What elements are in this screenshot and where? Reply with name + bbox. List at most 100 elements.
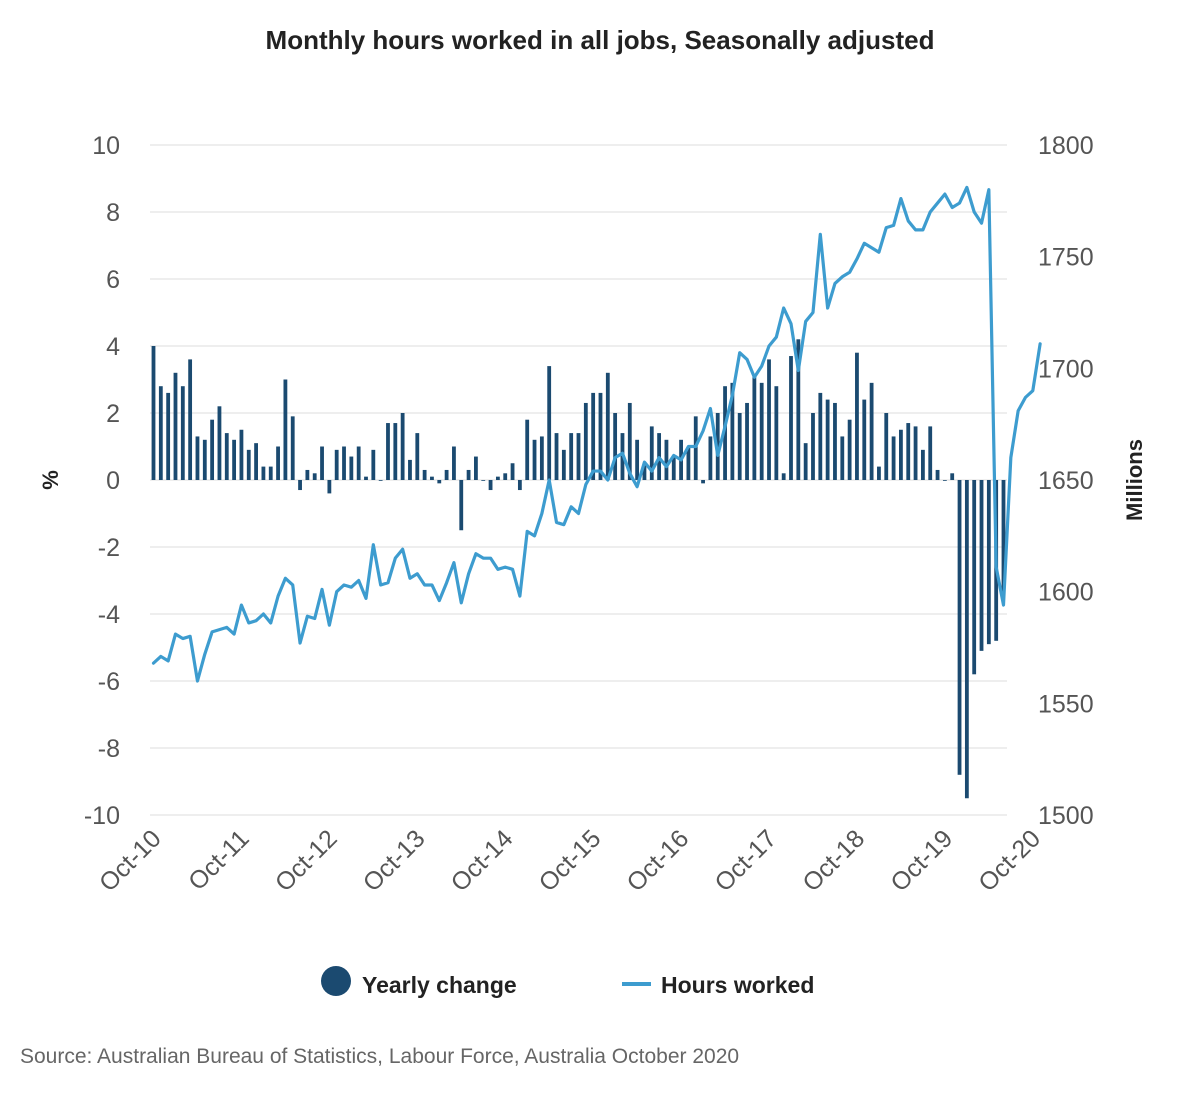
bar bbox=[635, 439, 640, 480]
bar bbox=[415, 433, 420, 480]
bar bbox=[400, 413, 405, 480]
bar bbox=[833, 402, 837, 480]
legend[interactable]: Yearly change Hours worked bbox=[321, 966, 814, 998]
x-tick-label: Oct-17 bbox=[709, 824, 782, 897]
bar bbox=[811, 413, 815, 480]
x-tick-label: Oct-10 bbox=[94, 824, 167, 897]
bar bbox=[378, 480, 383, 481]
bar bbox=[935, 469, 940, 480]
bar bbox=[796, 339, 801, 480]
x-tick-label: Oct-16 bbox=[621, 824, 694, 897]
left-tick-label: -2 bbox=[98, 534, 120, 562]
bar bbox=[957, 480, 962, 775]
bar bbox=[884, 413, 889, 480]
bar bbox=[730, 382, 735, 480]
bar bbox=[774, 386, 779, 480]
bar bbox=[781, 473, 786, 480]
x-tick-label: Oct-13 bbox=[358, 824, 431, 897]
bar bbox=[847, 419, 852, 480]
bar bbox=[613, 413, 618, 480]
bar bbox=[356, 446, 361, 480]
bar bbox=[422, 469, 427, 480]
bar bbox=[334, 449, 339, 480]
bar bbox=[767, 359, 771, 480]
bar bbox=[869, 382, 874, 480]
right-tick-label: 1800 bbox=[1038, 132, 1094, 160]
bar bbox=[364, 476, 368, 480]
bar bbox=[972, 480, 977, 675]
bar bbox=[583, 402, 588, 480]
bar bbox=[320, 446, 324, 480]
x-tick-label: Oct-18 bbox=[797, 824, 870, 897]
bar bbox=[261, 466, 266, 480]
right-tick-label: 1650 bbox=[1038, 467, 1094, 495]
bar bbox=[605, 372, 610, 480]
left-tick-label: -4 bbox=[98, 601, 120, 629]
left-tick-label: 4 bbox=[106, 333, 120, 361]
bar bbox=[239, 429, 244, 480]
bar bbox=[224, 433, 229, 480]
x-tick-label: Oct-15 bbox=[534, 824, 607, 897]
bar bbox=[371, 449, 376, 480]
bar bbox=[474, 456, 478, 480]
bar bbox=[591, 392, 596, 480]
bar bbox=[539, 436, 544, 480]
bar bbox=[554, 433, 559, 480]
x-axis-ticks: Oct-10 Oct-11 Oct-12 Oct-13 Oct-14 Oct-15 Oct-… bbox=[94, 824, 1046, 897]
bar bbox=[158, 386, 163, 480]
bar bbox=[759, 382, 764, 480]
bar bbox=[210, 419, 215, 480]
bar bbox=[701, 480, 705, 484]
bar bbox=[964, 480, 969, 799]
bar bbox=[686, 446, 691, 480]
bar bbox=[642, 463, 647, 480]
bar bbox=[979, 480, 984, 651]
bar bbox=[298, 480, 302, 491]
legend-item-yearly-change[interactable]: Yearly change bbox=[321, 966, 517, 998]
left-tick-label: 10 bbox=[92, 132, 120, 160]
bar bbox=[569, 433, 574, 480]
x-tick-label: Oct-11 bbox=[183, 824, 255, 896]
right-tick-label: 1600 bbox=[1038, 579, 1094, 607]
bar bbox=[232, 439, 237, 480]
left-tick-label: 0 bbox=[106, 467, 120, 495]
right-tick-label: 1500 bbox=[1038, 802, 1094, 830]
legend-item-hours-worked[interactable]: Hours worked bbox=[622, 972, 814, 998]
left-tick-label: -6 bbox=[98, 668, 120, 696]
left-tick-label: -10 bbox=[84, 802, 120, 830]
left-tick-label: -8 bbox=[98, 735, 120, 763]
right-axis-ticks: 1500 1550 1600 1650 1700 1750 1800 bbox=[1038, 132, 1094, 830]
bar bbox=[649, 426, 654, 480]
bar bbox=[495, 476, 500, 480]
right-axis-title: Millions bbox=[1122, 439, 1147, 521]
bar bbox=[217, 406, 222, 480]
legend-label-hours-worked: Hours worked bbox=[661, 972, 814, 998]
bar bbox=[393, 423, 398, 480]
bar bbox=[899, 429, 903, 480]
bar bbox=[386, 423, 390, 480]
x-tick-label: Oct-12 bbox=[270, 824, 343, 897]
left-tick-label: 2 bbox=[106, 400, 120, 428]
bar bbox=[166, 392, 171, 480]
bar bbox=[752, 376, 757, 480]
bar bbox=[327, 480, 332, 494]
x-tick-label: Oct-19 bbox=[885, 824, 958, 897]
bar bbox=[290, 416, 295, 480]
bar bbox=[950, 473, 955, 480]
bar bbox=[532, 439, 537, 480]
bar bbox=[598, 392, 603, 480]
bar bbox=[305, 469, 310, 480]
bar bbox=[723, 386, 727, 480]
bar bbox=[664, 439, 669, 480]
bar bbox=[906, 423, 911, 480]
bar bbox=[254, 443, 258, 480]
bar bbox=[342, 446, 346, 480]
bar bbox=[151, 346, 156, 480]
bar bbox=[745, 402, 749, 480]
bar bbox=[408, 459, 412, 480]
bar bbox=[246, 449, 251, 480]
bar bbox=[276, 446, 280, 480]
bar bbox=[430, 476, 434, 480]
